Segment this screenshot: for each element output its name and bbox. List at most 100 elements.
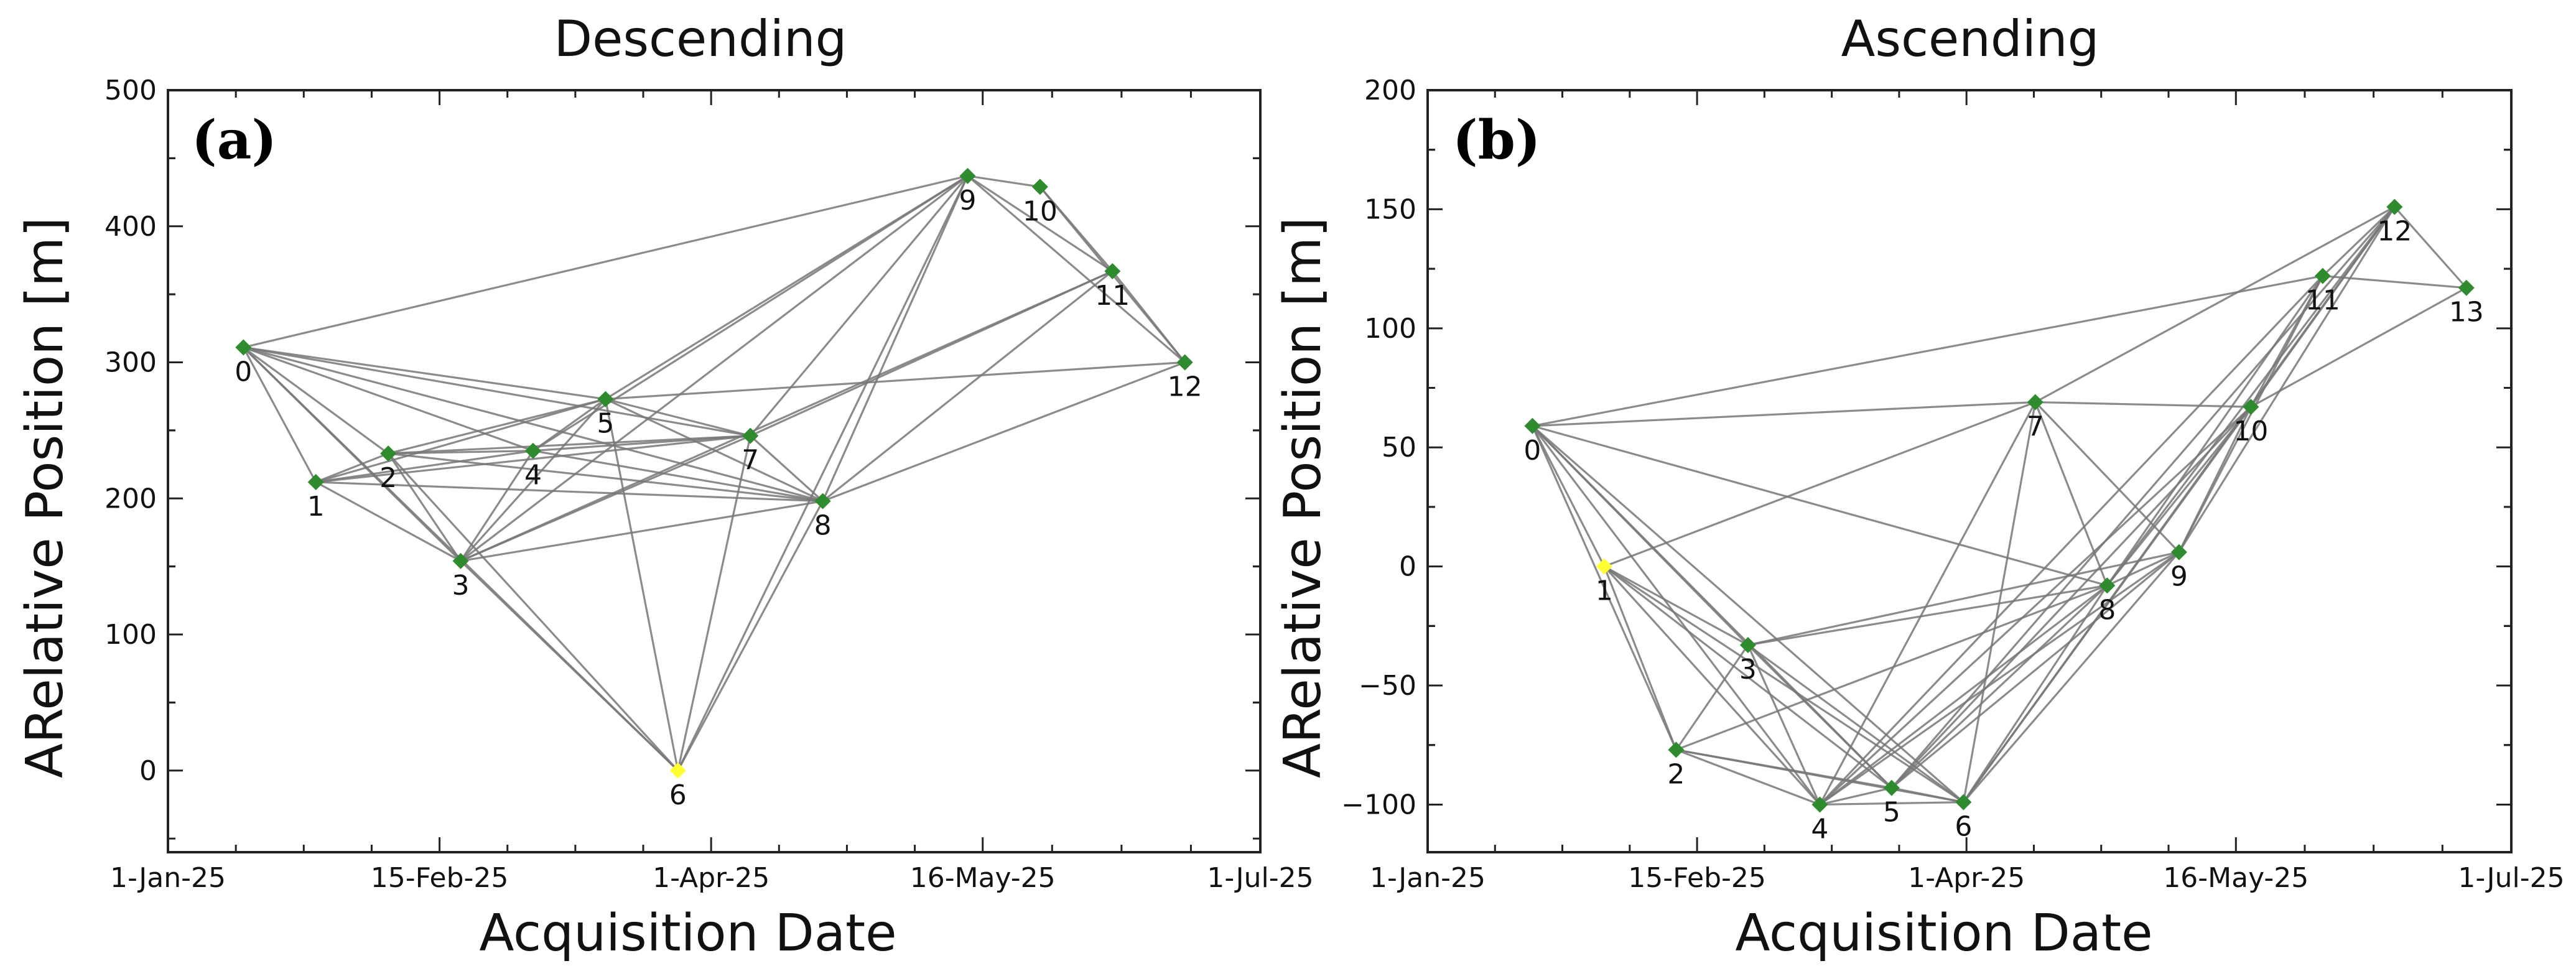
network-edge-0-11 [1532,275,2323,427]
node-label-8: 8 [2098,594,2116,626]
node-label-5: 5 [597,408,614,440]
network-edge-11-12 [2322,206,2396,277]
network-node-11 [2314,267,2331,284]
node-label-12: 12 [2377,216,2412,248]
network-edge-7-9 [2034,401,2180,553]
network-edge-4-8 [1819,584,2108,806]
node-label-9: 9 [959,185,976,216]
axes: 1-Jan-25 15-Feb-25 1-Apr-25 16-May-25 1-Jul-… [105,75,1314,894]
node-label-11: 11 [2305,285,2340,317]
network-edge-0-9 [243,175,968,348]
node-label-12: 12 [1168,371,1202,403]
x-tick-label: 1-Jan-25 [110,862,226,894]
network-node-6 [669,762,686,779]
network-node-12 [2386,198,2403,215]
network-edge-1-3 [315,481,462,562]
network-edge-5-6 [604,399,679,771]
x-tick-label: 15-Feb-25 [371,862,509,894]
network-node-6 [1955,794,1972,811]
network-edge-7-8 [750,435,824,502]
network-node-11 [1104,262,1121,279]
network-edge-2-8 [1675,584,2108,751]
x-tick-label: 1-Jul-25 [1207,862,1313,894]
y-tick-label: 200 [105,483,157,514]
network-edge-4-11 [1819,275,2323,806]
network-edge-1-6 [1604,565,1965,803]
network-edge-8-12 [822,361,1186,503]
network-edge-3-4 [1747,644,1821,806]
network-edge-4-9 [1819,551,2180,806]
x-axis-label: Acquisition Date [1735,904,2152,963]
network-node-4 [1811,796,1828,813]
network-edge-0-5 [243,346,606,401]
network-edge-7-9 [749,175,969,437]
plot-frame [1426,89,2513,853]
network-edge-9-12 [967,175,1186,363]
network-edge-4-7 [532,435,751,452]
node-label-5: 5 [1883,797,1900,829]
y-axis-label: ARelative Position [m] [16,217,75,778]
network-edge-8-11 [2106,275,2324,587]
network-node-10 [2243,399,2259,416]
network-edge-10-13 [2250,287,2467,408]
node-label-2: 2 [379,462,397,494]
node-label-4: 4 [524,460,542,491]
y-tick-label: −50 [1359,670,1416,702]
y-tick-label: 300 [105,347,157,379]
axes: 1-Jan-25 15-Feb-25 1-Apr-25 16-May-25 1-Jul-… [1341,75,2565,894]
node-label-10: 10 [1023,195,1058,227]
network-node-7 [742,427,759,444]
network-node-5 [1883,779,1900,796]
network-edge-0-6 [1532,425,1965,803]
x-tick-label: 1-Jul-25 [2458,862,2564,894]
network-edge-4-7 [1818,401,2037,806]
network-edge-5-9 [1890,551,2180,789]
node-label-1: 1 [307,491,325,523]
x-tick-label: 15-Feb-25 [1628,862,1766,894]
network-edge-0-8 [243,346,824,503]
network-edge-3-5 [1747,644,1893,789]
network-edge-2-3 [387,453,462,562]
network-edge-6-8 [1963,585,2108,803]
network-edge-0-2 [1531,425,1677,751]
y-tick-label: 400 [105,211,157,243]
network-edge-11-12 [1112,270,1186,363]
x-tick-label: 1-Apr-25 [1908,862,2025,894]
network-edge-5-9 [605,175,969,400]
network-edge-0-2 [243,346,389,455]
network-node-13 [2458,279,2475,296]
network-edge-5-12 [1890,206,2396,789]
network-edge-1-7 [315,435,751,483]
network-edge-1-4 [315,450,534,483]
network-edge-1-7 [1604,401,2036,568]
network-edge-2-8 [388,452,823,503]
y-tick-label: 200 [1364,75,1416,106]
network-edge-1-3 [1604,565,1749,646]
network-node-3 [452,552,469,569]
network-edge-4-6 [1820,801,1964,806]
chart-title: Descending [554,10,847,68]
network-edge-6-9 [1963,551,2180,803]
node-label-3: 3 [1739,654,1757,685]
network-edge-6-9 [677,175,969,771]
network-edge-11-13 [2322,274,2467,289]
network-edge-1-2 [315,452,389,483]
network-node-2 [380,445,397,462]
network-edge-1-5 [315,398,606,483]
network-node-1 [307,474,324,490]
x-tick-label: 1-Jan-25 [1370,862,1486,894]
network-edge-8-9 [822,175,969,502]
node-label-0: 0 [235,356,252,388]
network-edge-9-11 [967,175,1114,272]
network-edge-7-10 [2035,401,2251,408]
ascending-chart-panel: Ascending ARelative Position [m] Acquisi… [1273,10,2565,963]
x-axis-label: Acquisition Date [479,904,896,963]
network-edge-7-8 [2034,401,2108,586]
network-edge-3-9 [460,175,969,562]
node-label-2: 2 [1667,758,1685,790]
network-edge-0-8 [1532,425,2108,587]
network-node-0 [235,339,252,356]
network-edge-0-7 [243,346,751,437]
network-node-0 [1524,417,1541,434]
network-edge-0-1 [1532,425,1606,567]
